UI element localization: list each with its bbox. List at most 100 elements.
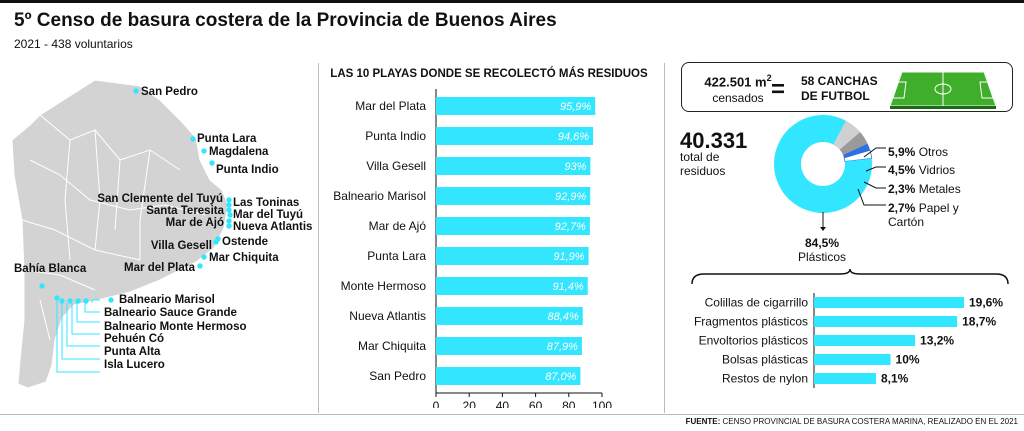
map-point-ostende bbox=[215, 236, 221, 242]
area-value: 422.501 m2 bbox=[704, 73, 772, 90]
plastics-breakdown-brace bbox=[691, 268, 1009, 285]
beach-value-mar-del-plata: 95,9% bbox=[560, 101, 591, 113]
beach-tick-label-100: 100 bbox=[592, 399, 612, 408]
beach-label-monte-hermoso: Monte Hermoso bbox=[341, 279, 427, 293]
page-subtitle: 2021 - 438 voluntarios bbox=[14, 37, 133, 51]
area-box bbox=[681, 62, 1013, 112]
football-field-icon bbox=[889, 71, 997, 109]
beach-label-san-pedro: San Pedro bbox=[369, 369, 426, 383]
beach-bar-mar-chiquita bbox=[436, 337, 582, 355]
waste-type-donut bbox=[774, 115, 873, 213]
beach-value-nueva-atlantis: 88,4% bbox=[548, 311, 579, 323]
page-title: 5º Censo de basura costera de la Provinc… bbox=[14, 10, 557, 31]
map-point-mar-del-plata bbox=[197, 263, 203, 269]
map-label-balneario-marisol: Balneario Marisol bbox=[119, 294, 215, 306]
map-point-magdalena bbox=[201, 148, 207, 154]
beach-bar-villa-gesell bbox=[436, 157, 591, 175]
label-otros: 5,9% Otros bbox=[888, 145, 949, 159]
map-label-ostende: Ostende bbox=[222, 236, 268, 248]
map-point-mar-chiquita bbox=[201, 254, 207, 260]
source-note: FUENTE: CENSO PROVINCIAL DE BASURA COSTE… bbox=[685, 417, 1018, 426]
map-label-mar-de-ajo: Mar de Ajó bbox=[166, 217, 224, 229]
map-label-punta-indio: Punta Indio bbox=[216, 164, 279, 176]
map-label-magdalena: Magdalena bbox=[209, 146, 269, 158]
beach-value-mar-chiquita: 87,9% bbox=[547, 341, 578, 353]
football-fields-label: 58 CANCHAS DE FUTBOL bbox=[801, 74, 878, 103]
donut-slice-vidrios bbox=[839, 132, 868, 155]
plastic-bar-restos-de-nylon bbox=[814, 373, 876, 384]
beach-value-balneario-marisol: 92,9% bbox=[555, 191, 586, 203]
beach-label-mar-del-plata: Mar del Plata bbox=[355, 99, 426, 113]
beach-value-san-pedro: 87,0% bbox=[545, 371, 576, 383]
bottom-rule bbox=[0, 414, 1024, 415]
beach-label-balneario-marisol: Balneario Marisol bbox=[333, 189, 426, 203]
plastic-value-restos-de-nylon: 8,1% bbox=[881, 372, 909, 386]
beach-value-monte-hermoso: 91,4% bbox=[553, 281, 584, 293]
map-point-san-clemente-del-tuyu bbox=[226, 197, 232, 203]
map-label-nueva-atlantis: Nueva Atlantis bbox=[233, 221, 312, 233]
beach-label-mar-chiquita: Mar Chiquita bbox=[358, 339, 426, 353]
plastic-label-colillas-de-cigarrillo: Colillas de cigarrillo bbox=[705, 296, 809, 310]
area-label: censados bbox=[712, 91, 764, 105]
map-label-santa-teresita: Santa Teresita bbox=[146, 205, 224, 217]
beach-label-punta-indio: Punta Indio bbox=[365, 129, 426, 143]
plastic-label-bolsas-plasticas: Bolsas plásticas bbox=[722, 353, 808, 367]
plastics-bar-chart: Colillas de cigarrillo 19,6% Fragmentos pl… bbox=[694, 293, 1003, 388]
beach-tick-label-20: 20 bbox=[463, 399, 477, 408]
donut-slice-plasticos bbox=[774, 115, 872, 213]
beach-label-mar-de-ajo: Mar de Ajó bbox=[369, 219, 427, 233]
beach-bar-punta-indio bbox=[436, 127, 594, 145]
donut-leader-lines bbox=[820, 147, 886, 231]
beach-value-villa-gesell: 93% bbox=[564, 161, 586, 173]
map-point-balneario-marisol bbox=[108, 297, 114, 303]
beach-bar-balneario-marisol bbox=[436, 187, 591, 205]
top-rule bbox=[0, 0, 1024, 3]
map-label-balneario-monte-hermoso: Balneario Monte Hermoso bbox=[104, 321, 247, 333]
map-label-pehuen-co: Pehuén Có bbox=[104, 333, 164, 345]
beach-bar-punta-lara bbox=[436, 247, 589, 265]
map-label-villa-gesell: Villa Gesell bbox=[151, 240, 212, 252]
beach-tick-label-80: 80 bbox=[562, 399, 576, 408]
plastic-value-colillas-de-cigarrillo: 19,6% bbox=[969, 296, 1003, 310]
map-label-mar-chiquita: Mar Chiquita bbox=[209, 252, 279, 264]
beach-bar-monte-hermoso bbox=[436, 277, 588, 295]
beach-value-mar-de-ajo: 92,7% bbox=[555, 221, 586, 233]
map-label-las-toninas: Las Toninas bbox=[233, 197, 299, 209]
map-point-mar-de-ajo bbox=[226, 218, 232, 224]
map-label-san-pedro: San Pedro bbox=[141, 86, 198, 98]
beach-label-punta-lara: Punta Lara bbox=[367, 249, 426, 263]
separator-left bbox=[318, 63, 319, 413]
label-metales: 2,3% Metales bbox=[888, 182, 961, 196]
donut-slice-otros bbox=[833, 120, 861, 150]
beach-tick-label-0: 0 bbox=[433, 399, 440, 408]
plastic-label-envoltorios-plasticos: Envoltorios plásticos bbox=[699, 334, 808, 348]
beach-bar-mar-del-plata bbox=[436, 97, 596, 115]
map-label-balneario-sauce-grande: Balneario Sauce Grande bbox=[104, 307, 237, 319]
equals-sign: = bbox=[771, 76, 786, 103]
map-point-punta-alta bbox=[59, 298, 65, 304]
plastic-bar-colillas-de-cigarrillo bbox=[814, 297, 964, 308]
map-label-punta-alta: Punta Alta bbox=[104, 346, 161, 358]
map-label-punta-lara: Punta Lara bbox=[197, 133, 257, 145]
map-point-san-pedro bbox=[133, 88, 139, 94]
map-point-balneario-monte-hermoso bbox=[75, 298, 81, 304]
total-waste-label: total de residuos bbox=[680, 150, 726, 178]
map-point-bahia-blanca bbox=[39, 283, 45, 289]
map-point-santa-teresita bbox=[226, 207, 232, 213]
total-waste-value: 40.331 bbox=[680, 128, 748, 153]
beach-tick-label-40: 40 bbox=[496, 399, 510, 408]
map-point-nueva-atlantis bbox=[226, 223, 232, 229]
beach-value-punta-lara: 91,9% bbox=[553, 251, 584, 263]
plastic-label-fragmentos-plasticos: Fragmentos plásticos bbox=[694, 315, 808, 329]
plastic-value-fragmentos-plasticos: 18,7% bbox=[962, 315, 996, 329]
beaches-chart-title: LAS 10 PLAYAS DONDE SE RECOLECTÓ MÁS RES… bbox=[330, 68, 648, 80]
map-point-pehuen-co bbox=[67, 298, 73, 304]
label-vidrios: 4,5% Vidrios bbox=[888, 163, 956, 177]
beach-bar-san-pedro bbox=[436, 367, 581, 385]
plastic-value-bolsas-plasticas: 10% bbox=[896, 353, 920, 367]
donut-slice-papel-y-carton bbox=[843, 149, 873, 162]
map-label-bahia-blanca: Bahía Blanca bbox=[14, 263, 87, 275]
map-point-isla-lucero bbox=[54, 295, 60, 301]
